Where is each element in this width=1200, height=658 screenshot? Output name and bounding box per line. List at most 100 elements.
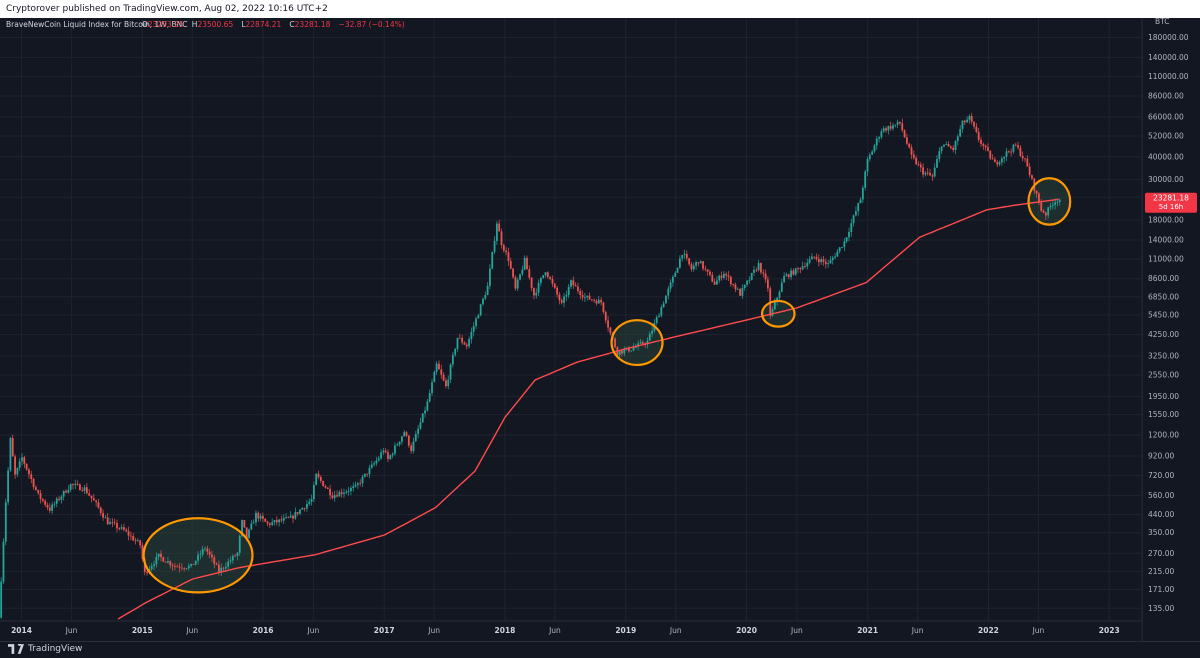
- candle: [658, 312, 660, 318]
- candle: [456, 337, 459, 352]
- candle: [836, 249, 839, 257]
- candle: [544, 271, 547, 278]
- candle: [850, 218, 853, 237]
- candle: [113, 518, 116, 526]
- candle: [23, 455, 26, 468]
- price-tick-label: 1550.00: [1148, 410, 1179, 419]
- candle: [449, 363, 452, 384]
- candle: [889, 121, 892, 131]
- candle: [660, 304, 663, 318]
- time-axis[interactable]: 2014 Jun 2015 Jun 2016 Jun 2017 Jun 2018 Jun 2019 J…: [11, 626, 1120, 635]
- candle: [127, 526, 130, 541]
- candle: [773, 298, 776, 311]
- candle: [609, 326, 612, 336]
- candle: [667, 285, 670, 300]
- candle: [220, 563, 223, 576]
- candle: [820, 256, 823, 266]
- price-tick-label: 350.00: [1148, 528, 1174, 537]
- publish-info-text: Cryptorover published on TradingView.com…: [6, 4, 328, 14]
- symbol-legend[interactable]: BraveNewCoin Liquid Index for Bitcoin, 1…: [6, 12, 405, 31]
- candle: [1028, 163, 1031, 178]
- price-tick-label: 5450.00: [1148, 310, 1179, 319]
- candle: [95, 499, 98, 507]
- candle: [417, 425, 420, 439]
- candle: [461, 335, 464, 345]
- candle: [936, 155, 938, 169]
- candle: [954, 140, 957, 155]
- candle: [702, 261, 704, 271]
- candle: [864, 169, 867, 191]
- tradingview-brand[interactable]: TradingView: [8, 644, 82, 654]
- candle: [183, 567, 186, 572]
- candle: [868, 152, 871, 162]
- candle: [407, 434, 410, 448]
- candle: [579, 288, 582, 300]
- candle: [438, 360, 440, 370]
- candle: [600, 297, 603, 306]
- candle: [892, 122, 894, 131]
- candle: [243, 520, 246, 529]
- candle: [470, 327, 473, 344]
- candle: [760, 262, 762, 275]
- candle: [475, 316, 477, 330]
- candle: [35, 485, 37, 491]
- candle: [194, 560, 197, 566]
- candle: [922, 163, 924, 178]
- price-tick-label: 11000.00: [1148, 255, 1184, 264]
- candle: [785, 272, 788, 277]
- candle: [451, 352, 454, 368]
- candle: [204, 546, 206, 552]
- candle: [493, 236, 496, 255]
- candle: [933, 163, 936, 178]
- candle: [234, 553, 237, 557]
- candle: [943, 144, 945, 148]
- candle: [831, 255, 834, 265]
- time-tick-label: 2015: [132, 626, 153, 635]
- candle: [885, 126, 887, 133]
- candle: [72, 483, 74, 490]
- bar-countdown: 5d 16h: [1159, 203, 1183, 211]
- candle: [780, 278, 783, 293]
- candle: [401, 435, 403, 445]
- candle: [352, 482, 355, 492]
- candle: [375, 456, 378, 466]
- candle: [873, 143, 876, 154]
- candle: [507, 247, 510, 266]
- candle: [88, 488, 91, 497]
- candle: [570, 279, 572, 290]
- candle: [120, 524, 123, 531]
- candle: [792, 268, 795, 276]
- candle: [479, 303, 482, 317]
- candle: [896, 119, 899, 129]
- candle: [537, 279, 540, 296]
- candle: [963, 119, 966, 125]
- candle: [509, 257, 512, 270]
- price-tick-label: 110000.00: [1148, 72, 1189, 81]
- candle: [739, 287, 741, 296]
- candle: [880, 128, 883, 140]
- candle: [512, 267, 514, 279]
- candle: [551, 275, 554, 287]
- price-axis[interactable]: 180000.00 140000.00 110000.00 86000.00 66000…: [1148, 33, 1189, 613]
- time-tick-label: 2021: [857, 626, 878, 635]
- candle: [1021, 151, 1024, 162]
- price-tick-label: 270.00: [1148, 549, 1174, 558]
- candle: [709, 269, 711, 277]
- price-tick-label: 1200.00: [1148, 430, 1179, 439]
- candle: [340, 488, 343, 498]
- candle: [273, 519, 276, 526]
- candle: [180, 563, 183, 571]
- candle: [586, 295, 589, 301]
- candle: [463, 341, 466, 345]
- candle: [1042, 208, 1045, 214]
- candle: [9, 436, 12, 473]
- candle: [757, 259, 760, 272]
- candle: [961, 120, 964, 133]
- candle: [491, 251, 494, 270]
- candle: [984, 144, 987, 152]
- candle: [669, 279, 672, 293]
- candle: [69, 483, 72, 493]
- candle: [18, 458, 21, 471]
- candle: [695, 260, 697, 270]
